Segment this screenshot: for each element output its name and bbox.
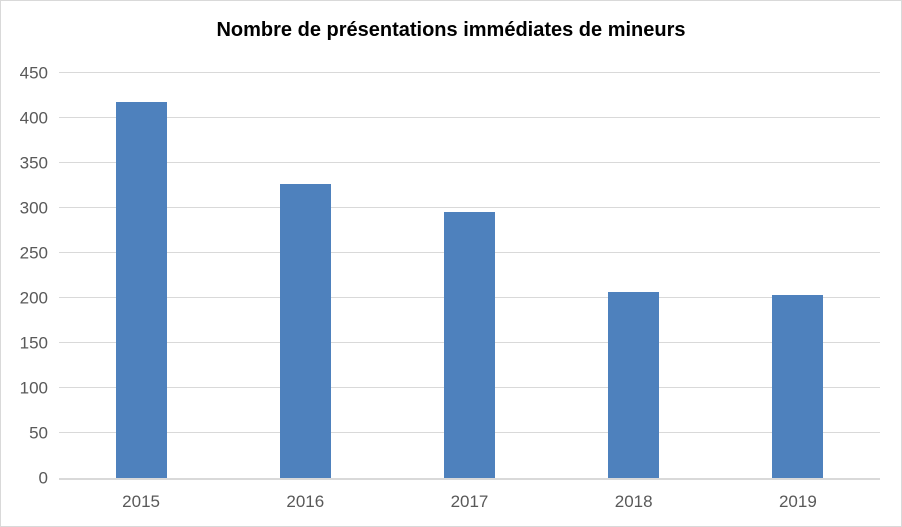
x-axis-tick-label: 2015 — [122, 492, 160, 511]
bar — [115, 102, 167, 478]
y-axis-tick-label: 0 — [38, 468, 48, 488]
gridline — [59, 72, 880, 73]
y-axis-tick-label: 100 — [19, 378, 48, 398]
x-axis-tick-label: 2016 — [286, 492, 325, 511]
x-axis-tick-label: 2018 — [614, 492, 653, 511]
gridline — [59, 207, 880, 208]
y-axis-tick-label: 350 — [19, 153, 48, 173]
gridline — [59, 162, 880, 163]
y-axis-labels: 0 50 100 150 200 250 300 350 400 450 — [1, 65, 48, 487]
bar — [279, 184, 331, 478]
x-axis-tick-label: 2019 — [778, 492, 817, 511]
gridline — [59, 117, 880, 118]
x-axis-tick-label: 2017 — [450, 492, 489, 511]
bar — [444, 212, 495, 478]
y-axis-tick-label: 300 — [19, 198, 48, 218]
y-axis-tick-label: 150 — [19, 333, 48, 353]
y-axis-tick-label: 450 — [19, 63, 48, 83]
bar — [772, 295, 824, 478]
bar — [608, 292, 660, 478]
y-axis-tick-label: 250 — [19, 243, 48, 263]
y-axis-tick-label: 400 — [19, 108, 48, 128]
plot-area — [59, 72, 880, 480]
x-axis-labels: 2015 2016 2017 2018 2019 — [59, 490, 880, 514]
y-axis-tick-label: 50 — [29, 423, 48, 443]
y-axis-tick-label: 200 — [19, 288, 48, 308]
chart-title: Nombre de présentations immédiates de mi… — [216, 19, 686, 41]
